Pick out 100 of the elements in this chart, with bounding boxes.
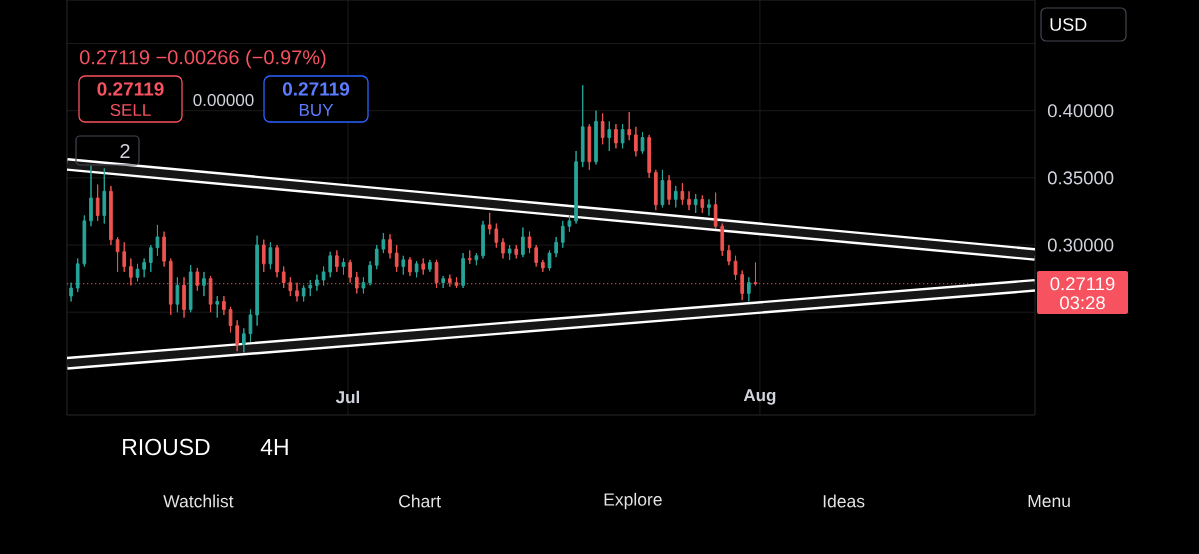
candlestick [208, 275, 213, 313]
candlestick [261, 239, 266, 273]
candlestick [341, 257, 346, 276]
candlestick [687, 190, 691, 211]
candlestick [740, 270, 745, 301]
candlestick [707, 198, 711, 216]
candlestick [747, 276, 751, 302]
x-tick-label: Jul [335, 390, 359, 404]
candlestick [461, 252, 465, 289]
annotation: BUY [299, 104, 334, 116]
ref-line-label: 0.27119 [1050, 277, 1115, 291]
candlestick [122, 241, 127, 273]
y-tick-label: 0.35000 [1047, 171, 1114, 185]
candlestick [188, 264, 193, 313]
candlestick [215, 295, 220, 319]
candlestick [653, 169, 658, 211]
candlestick [414, 260, 419, 278]
candlestick [202, 271, 206, 297]
candlestick [381, 232, 386, 254]
text: Ideas [823, 494, 865, 508]
text: 03:28 [1060, 296, 1105, 310]
candlestick [667, 174, 671, 206]
candlestick [587, 123, 592, 171]
candlestick [308, 279, 313, 297]
candlestick [647, 134, 651, 179]
candlestick [527, 231, 532, 254]
candlestick [487, 212, 492, 235]
candlestick [713, 192, 718, 230]
candlestick [268, 241, 273, 270]
candlestick [753, 262, 758, 286]
candlestick [255, 235, 259, 327]
x-tick-label: Aug [743, 389, 776, 405]
candlestick [82, 214, 87, 268]
candlestick [660, 169, 665, 208]
candlestick [620, 123, 625, 149]
text: USD [1050, 18, 1087, 31]
candlestick [521, 227, 525, 258]
candlestick [501, 237, 505, 259]
candlestick [248, 309, 253, 343]
candlestick [394, 244, 399, 273]
candlestick [627, 111, 632, 141]
candlestick [162, 231, 166, 268]
candlestick [408, 256, 412, 277]
candlestick [148, 244, 153, 273]
candlestick [155, 224, 160, 257]
candlestick [235, 319, 240, 352]
candlestick [168, 257, 173, 316]
candlestick [428, 259, 432, 273]
candlestick [388, 233, 392, 259]
candlestick [328, 251, 333, 278]
candlestick [102, 167, 107, 225]
candlestick [301, 284, 306, 302]
candlestick [75, 257, 80, 293]
candlestick [580, 84, 585, 168]
candlestick [434, 259, 439, 289]
candlestick [614, 123, 618, 149]
candlestick [700, 194, 705, 214]
candlestick [733, 255, 738, 281]
candlestick [507, 244, 512, 261]
candlestick [673, 185, 678, 208]
candlestick [374, 244, 379, 270]
candlestick [142, 257, 146, 278]
text: Explore [604, 492, 662, 510]
text: 4H [260, 439, 288, 455]
candlestick [228, 306, 233, 333]
annotation: 0.00000 [193, 93, 254, 107]
candlestick [295, 282, 299, 302]
text: RIOUSD [123, 438, 210, 456]
annotation: 2 [120, 144, 130, 158]
candlestick [315, 274, 319, 292]
candlestick [69, 282, 73, 302]
candlestick [95, 184, 100, 222]
candlestick [514, 244, 519, 259]
candlestick [594, 110, 598, 165]
candlestick [222, 295, 226, 316]
candlestick [441, 275, 445, 289]
candlestick [275, 244, 279, 278]
candlestick [600, 112, 605, 145]
candlestick [634, 126, 638, 157]
candlestick [607, 120, 612, 152]
candlestick [109, 185, 113, 246]
candlestick [574, 150, 578, 225]
text: Menu [1028, 494, 1070, 508]
candlestick [288, 276, 293, 297]
annotation: 0.27119 [97, 82, 164, 96]
candlestick [321, 266, 326, 286]
candlestick [534, 244, 539, 268]
annotation: 0.27119 [282, 82, 350, 96]
candlestick [494, 223, 499, 249]
candlestick [474, 252, 479, 266]
annotation: SELL [110, 103, 151, 117]
candlestick [361, 276, 366, 294]
candlestick [727, 244, 731, 266]
candlestick [447, 274, 452, 288]
text: Chart [399, 494, 441, 508]
candlestick [467, 249, 472, 265]
candlestick [481, 220, 485, 259]
y-tick-label: 0.40000 [1047, 104, 1114, 118]
y-tick-label: 0.30000 [1047, 238, 1114, 252]
annotation: 0.27119 −0.00266 (−0.97%) [79, 49, 326, 69]
